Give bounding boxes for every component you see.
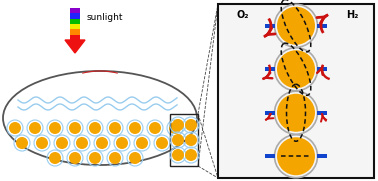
Polygon shape [65, 40, 85, 53]
Circle shape [156, 137, 168, 149]
Circle shape [49, 152, 61, 164]
Bar [170, 114, 198, 166]
Text: sunlight: sunlight [87, 13, 124, 22]
Bar [218, 4, 374, 178]
Circle shape [185, 149, 197, 161]
Circle shape [129, 122, 141, 134]
Bar [317, 67, 327, 71]
Circle shape [129, 152, 141, 164]
Ellipse shape [3, 71, 197, 165]
Circle shape [56, 137, 68, 149]
Circle shape [116, 137, 128, 149]
Circle shape [277, 137, 315, 175]
Circle shape [89, 152, 101, 164]
Circle shape [89, 122, 101, 134]
Circle shape [149, 122, 161, 134]
Circle shape [109, 122, 121, 134]
Circle shape [277, 7, 315, 45]
Circle shape [109, 152, 121, 164]
Circle shape [277, 50, 315, 88]
Bar [265, 111, 275, 115]
Text: H₂: H₂ [346, 10, 358, 20]
Bar [70, 24, 80, 30]
Circle shape [36, 137, 48, 149]
Circle shape [172, 149, 184, 161]
Bar [317, 24, 327, 28]
Circle shape [169, 122, 181, 134]
Bar [265, 154, 275, 158]
Circle shape [172, 119, 184, 131]
Bar [265, 24, 275, 28]
Circle shape [185, 119, 197, 131]
Circle shape [29, 122, 41, 134]
Bar [70, 35, 80, 40]
Circle shape [69, 122, 81, 134]
Circle shape [185, 134, 197, 146]
Bar [317, 111, 327, 115]
Circle shape [277, 94, 315, 132]
Bar [70, 19, 80, 24]
Circle shape [172, 134, 184, 146]
Circle shape [69, 152, 81, 164]
Circle shape [136, 137, 148, 149]
Circle shape [9, 122, 21, 134]
Circle shape [16, 137, 28, 149]
Bar [317, 154, 327, 158]
Bar [70, 8, 80, 14]
Text: O₂: O₂ [237, 10, 249, 20]
Circle shape [76, 137, 88, 149]
Bar [70, 13, 80, 19]
Circle shape [49, 122, 61, 134]
Bar [70, 29, 80, 35]
Circle shape [96, 137, 108, 149]
Bar [265, 67, 275, 71]
